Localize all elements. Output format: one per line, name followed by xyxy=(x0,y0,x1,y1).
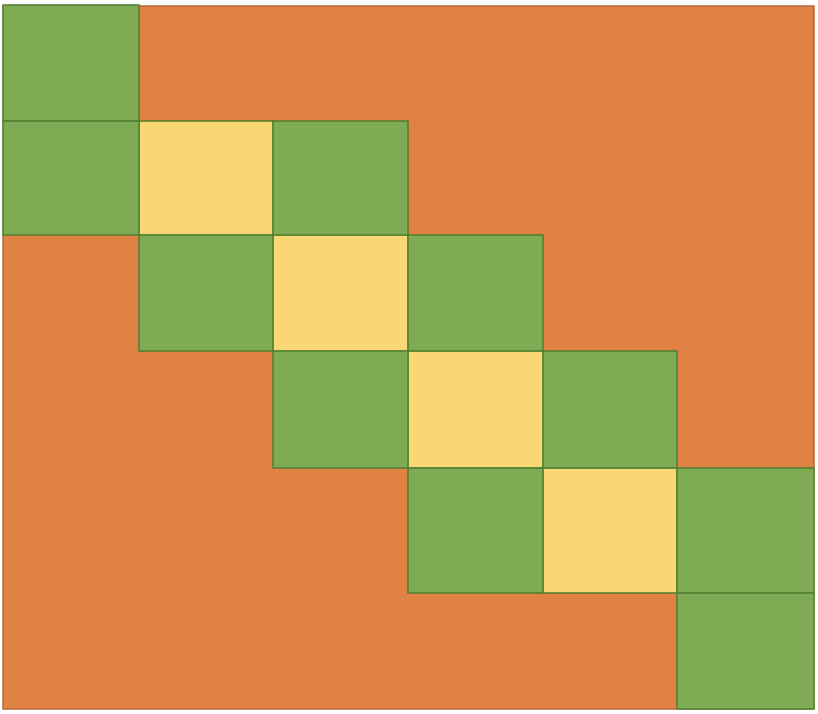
yellow-cell-r4-c4 xyxy=(542,467,678,594)
green-cell-r5-c5 xyxy=(676,592,815,710)
green-cell-r1-c0 xyxy=(2,120,140,236)
cell-layer xyxy=(2,4,815,710)
green-cell-r0-c0 xyxy=(2,4,140,122)
green-cell-r3-c4 xyxy=(542,350,678,469)
yellow-cell-r3-c3 xyxy=(407,350,544,469)
green-cell-r2-c3 xyxy=(407,234,544,352)
green-cell-r3-c2 xyxy=(272,350,409,469)
green-cell-r4-c3 xyxy=(407,467,544,594)
yellow-cell-r2-c2 xyxy=(272,234,409,352)
green-cell-r2-c1 xyxy=(138,234,274,352)
green-cell-r1-c2 xyxy=(272,120,409,236)
yellow-cell-r1-c1 xyxy=(138,120,274,236)
green-cell-r4-c5 xyxy=(676,467,815,594)
